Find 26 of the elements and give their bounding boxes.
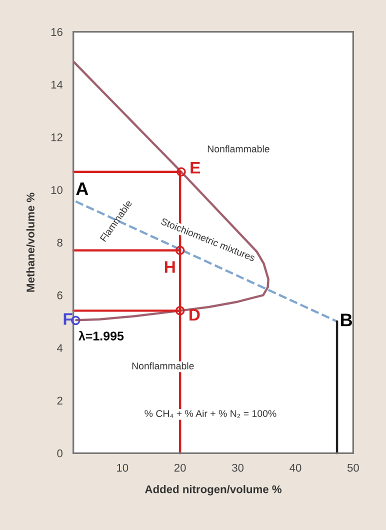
annotation: D	[190, 309, 200, 321]
y-tick-label: 12	[51, 133, 62, 142]
annotation: F	[64, 313, 72, 325]
y-tick-label: 8	[57, 238, 62, 247]
x-tick-label: 50	[347, 464, 359, 472]
y-tick-label: 4	[57, 344, 63, 352]
x-tick-label: 40	[290, 464, 302, 472]
y-axis-title: Methane/volume %	[26, 192, 35, 292]
y-tick-label: 2	[57, 396, 62, 405]
annotation: λ=1.995	[78, 330, 124, 340]
y-tick-label: 0	[57, 449, 62, 458]
y-tick-label: 14	[51, 80, 63, 88]
y-tick-label: 10	[51, 186, 62, 194]
y-tick-label: 6	[57, 291, 62, 300]
annotation: A	[76, 182, 88, 195]
x-tick-label: 30	[232, 464, 244, 472]
annotation: Nonflammable	[208, 145, 270, 152]
y-tick-label: 16	[51, 28, 62, 36]
x-axis-title: Added nitrogen/volume %	[145, 485, 282, 496]
annotation: H	[165, 261, 175, 273]
annotation: B	[341, 314, 352, 326]
annotation: % CH₄ + % Air + % N₂ = 100%	[144, 410, 276, 418]
x-tick-label: 10	[117, 464, 128, 472]
annotation: E	[190, 162, 200, 174]
annotation: Nonflammable	[132, 362, 194, 370]
x-tick-label: 20	[174, 464, 186, 472]
